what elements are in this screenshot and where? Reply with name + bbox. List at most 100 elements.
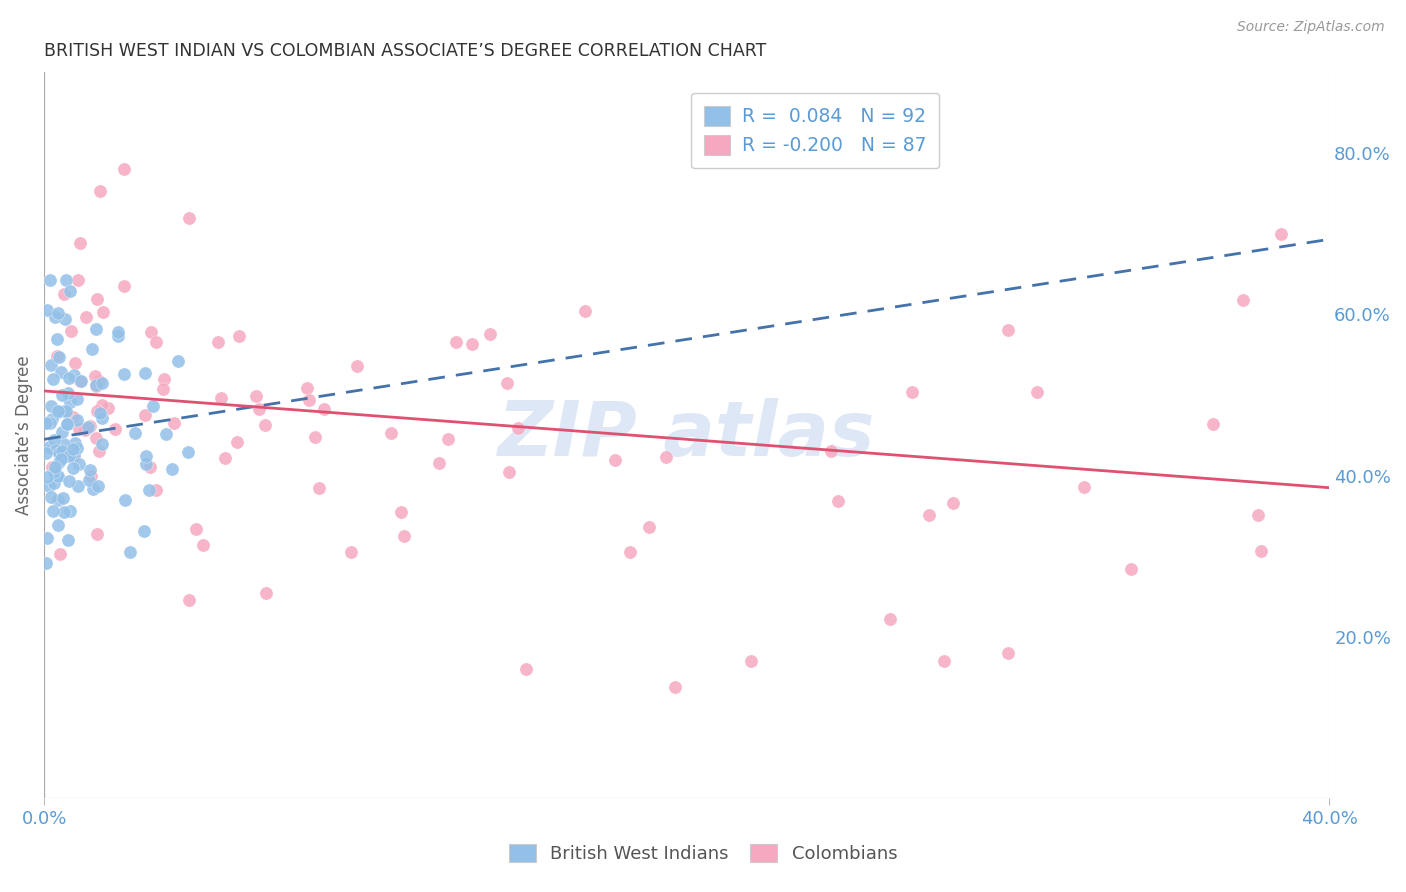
Point — [820, 443, 842, 458]
Point — [62, 410, 84, 425]
Point — [49, 547, 72, 561]
Point — [152, 382, 174, 396]
Point — [515, 662, 537, 676]
Point — [58, 474, 80, 488]
Point — [67, 422, 90, 436]
Point — [46, 306, 69, 320]
Point — [42, 372, 65, 386]
Point — [932, 654, 955, 668]
Point — [70, 374, 93, 388]
Point — [89, 406, 111, 420]
Point — [52, 437, 75, 451]
Point — [62, 368, 84, 383]
Point — [245, 389, 267, 403]
Point — [86, 527, 108, 541]
Point — [638, 520, 661, 534]
Point — [63, 436, 86, 450]
Point — [496, 376, 519, 391]
Point — [34, 556, 56, 570]
Point — [134, 524, 156, 538]
Point — [66, 392, 89, 407]
Point — [142, 399, 165, 413]
Legend: British West Indians, Colombians: British West Indians, Colombians — [499, 835, 907, 872]
Point — [664, 681, 686, 695]
Point — [62, 442, 84, 457]
Point — [1202, 417, 1225, 431]
Point — [207, 335, 229, 350]
Point — [65, 356, 87, 370]
Point — [655, 450, 678, 464]
Point — [145, 335, 167, 350]
Point — [437, 433, 460, 447]
Point — [114, 278, 136, 293]
Point — [86, 431, 108, 445]
Point — [1250, 543, 1272, 558]
Point — [160, 462, 183, 476]
Point — [177, 445, 200, 459]
Point — [46, 517, 69, 532]
Point — [49, 451, 72, 466]
Point — [66, 441, 89, 455]
Point — [461, 337, 484, 351]
Point — [53, 505, 76, 519]
Point — [134, 366, 156, 380]
Point — [254, 586, 277, 600]
Point — [295, 381, 318, 395]
Point — [39, 358, 62, 372]
Point — [942, 496, 965, 510]
Point — [91, 398, 114, 412]
Point — [55, 404, 77, 418]
Point — [339, 544, 361, 558]
Point — [46, 404, 69, 418]
Point — [58, 371, 80, 385]
Point — [619, 545, 641, 559]
Point — [1119, 562, 1142, 576]
Point — [42, 465, 65, 479]
Point — [124, 425, 146, 440]
Point — [135, 449, 157, 463]
Point — [508, 421, 530, 435]
Point — [314, 401, 336, 416]
Point — [186, 522, 208, 536]
Point — [35, 416, 58, 430]
Point — [139, 325, 162, 339]
Text: ZIP atlas: ZIP atlas — [498, 399, 876, 472]
Point — [48, 468, 70, 483]
Point — [1073, 480, 1095, 494]
Point — [574, 304, 596, 318]
Point — [138, 459, 160, 474]
Point — [214, 450, 236, 465]
Point — [67, 273, 90, 287]
Point — [900, 384, 922, 399]
Point — [38, 478, 60, 492]
Point — [51, 425, 73, 440]
Point — [48, 405, 70, 419]
Point — [39, 491, 62, 505]
Point — [104, 422, 127, 436]
Point — [69, 374, 91, 388]
Y-axis label: Associate’s Degree: Associate’s Degree — [15, 356, 32, 515]
Point — [56, 385, 79, 400]
Point — [86, 403, 108, 417]
Point — [80, 343, 103, 357]
Point — [134, 408, 156, 422]
Point — [392, 529, 415, 543]
Point — [253, 417, 276, 432]
Point — [97, 401, 120, 415]
Point — [1247, 508, 1270, 523]
Point — [879, 612, 901, 626]
Point — [51, 443, 73, 458]
Point — [66, 479, 89, 493]
Point — [918, 508, 941, 522]
Point — [49, 365, 72, 379]
Point — [42, 441, 65, 455]
Point — [62, 448, 84, 462]
Point — [46, 469, 69, 483]
Point — [138, 483, 160, 497]
Point — [58, 533, 80, 548]
Point — [997, 646, 1019, 660]
Point — [114, 162, 136, 177]
Point — [118, 545, 141, 559]
Point — [52, 491, 75, 505]
Point — [62, 450, 84, 464]
